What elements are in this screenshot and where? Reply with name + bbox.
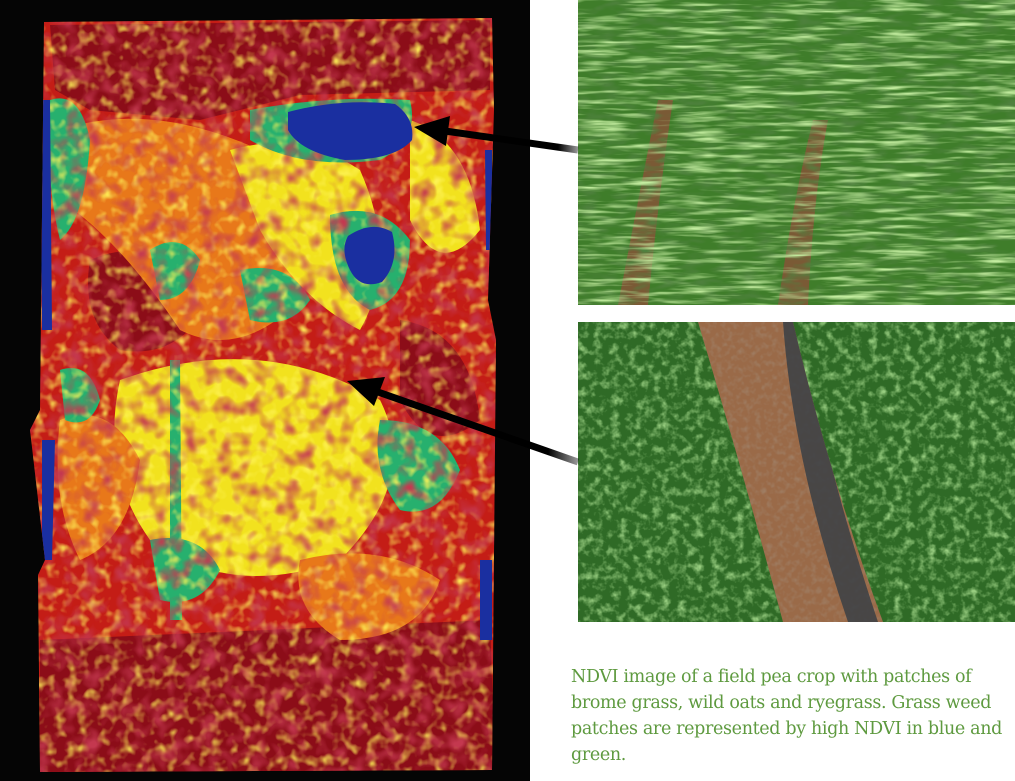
figure-caption: NDVI image of a field pea crop with patc… (571, 667, 1002, 765)
ndvi-field-map (0, 0, 530, 781)
field-pea-crop-photo (578, 322, 1015, 622)
grass-weed-patch-photo (578, 0, 1015, 305)
